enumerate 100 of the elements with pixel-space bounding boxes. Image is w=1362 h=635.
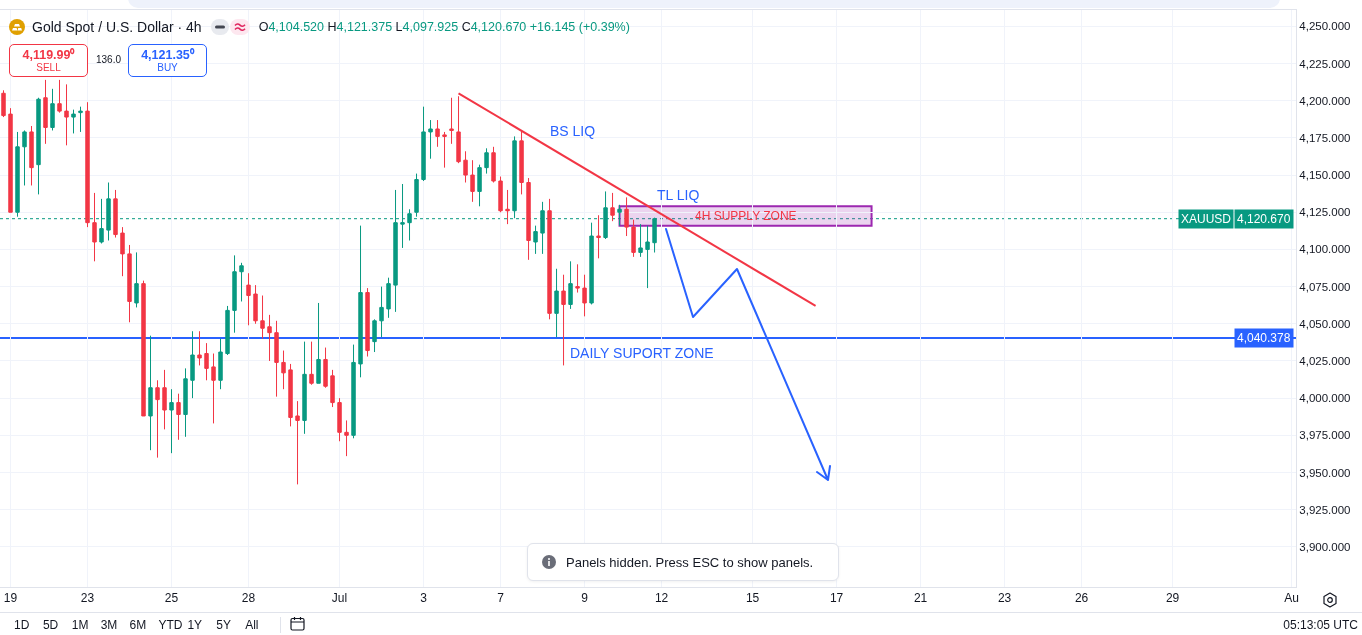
candlestick [372,318,377,353]
candlestick [1,89,6,118]
x-tick-label: 28 [241,591,256,606]
candlestick [491,146,496,184]
x-tick-label: 15 [745,591,760,606]
candlestick [575,263,580,294]
candlestick [386,277,391,319]
text: 5D [42,618,59,632]
candlestick [155,379,160,459]
candlestick [463,150,468,184]
candlestick [274,320,279,398]
text: O4,104.520 H4,121.375 L4,097.925 C4,120.670 +16.145 (+0.39%) [258,20,630,34]
y-tick-label: 4,100.000 [1299,243,1351,256]
candlestick [638,223,643,258]
x-tick-label: 7 [497,591,505,606]
candlestick [512,135,517,219]
candlestick [547,198,552,320]
candlestick [624,196,629,237]
annotation: SELL [35,62,62,74]
candlestick [428,119,433,160]
candlestick [281,350,286,390]
candlestick [554,268,559,338]
candlestick [344,419,349,457]
y-tick-label: 4,125.000 [1299,206,1351,219]
candlestick [211,353,216,424]
candlestick [484,147,489,175]
y-tick-label: 4,000.000 [1299,392,1351,405]
candlestick [253,284,258,325]
candlestick [36,97,41,195]
candlestick [449,97,454,145]
x-tick-label: Jul [331,591,348,606]
candlestick [309,341,314,386]
candlestick [610,192,615,222]
candlestick [120,226,125,277]
y-tick-label: 4,150.000 [1299,169,1351,182]
candlestick [323,347,328,389]
candlestick [379,286,384,338]
y-tick-label: 4,200.000 [1299,94,1351,107]
x-tick-label: 29 [1165,591,1180,606]
candlestick [134,251,139,308]
x-tick-label: 17 [829,591,844,606]
x-tick-label: 23 [80,591,95,606]
candlestick [526,177,531,261]
candlestick [498,176,503,213]
y-tick-label: 4,025.000 [1299,354,1351,367]
candlestick [435,119,440,148]
candlestick [645,225,650,289]
candlestick [148,335,153,451]
annotation: 136.0 [96,54,122,65]
candlestick [92,192,97,262]
candlestick [505,189,510,225]
candlestick [29,125,34,186]
candlestick [64,83,69,146]
candlestick [470,159,475,203]
text: YTD [158,618,183,632]
annotation: 4,120.670 [1237,212,1291,226]
y-tick-label: 3,925.000 [1299,503,1351,516]
candlestick [113,189,118,239]
candlestick [190,330,195,399]
candlestick [71,109,76,134]
candlestick [519,129,524,195]
candlestick [330,369,335,408]
candlestick [232,254,237,334]
ref-line-label: DAILY SUPORT ZONE [570,345,714,361]
ref-line-label: XAUUSD [1181,212,1232,226]
candlestick [421,106,426,182]
candlestick [176,393,181,441]
y-tick-label: 4,175.000 [1299,131,1351,144]
candlestick [316,302,321,384]
candlestick [589,222,594,305]
text: 1D [14,618,30,632]
annotation: TL LIQ [657,187,700,203]
candlestick [407,208,412,241]
y-tick-label: 4,050.000 [1299,317,1351,330]
candlestick [85,101,90,228]
candlestick [50,88,55,131]
candlestick [442,131,447,169]
candlestick [295,400,300,485]
y-tick-label: 4,225.000 [1299,57,1351,70]
candlestick [162,369,167,430]
text: 1Y [187,618,203,632]
text: 5Y [216,618,231,632]
toast: Panels hidden. Press ESC to show panels. [527,543,839,581]
candlestick [358,225,363,378]
y-tick-label: 3,975.000 [1299,429,1351,442]
candlestick [582,274,587,317]
y-tick-label: 3,950.000 [1299,466,1351,479]
candlestick [631,219,636,258]
candlestick [456,95,461,164]
candlestick [204,342,209,381]
candlestick [57,79,62,114]
candlestick [15,131,20,218]
text: Gold Spot / U.S. Dollar · 4h [32,19,202,35]
candlestick [533,225,538,255]
x-tick-label: 21 [913,591,928,606]
y-tick-label: 4,250.000 [1299,20,1351,33]
annotation: 4,121.35⁰ [140,48,196,62]
annotation: Panels hidden. Press ESC to show panels. [566,554,814,570]
candlestick [218,338,223,390]
candlestick [239,262,244,302]
